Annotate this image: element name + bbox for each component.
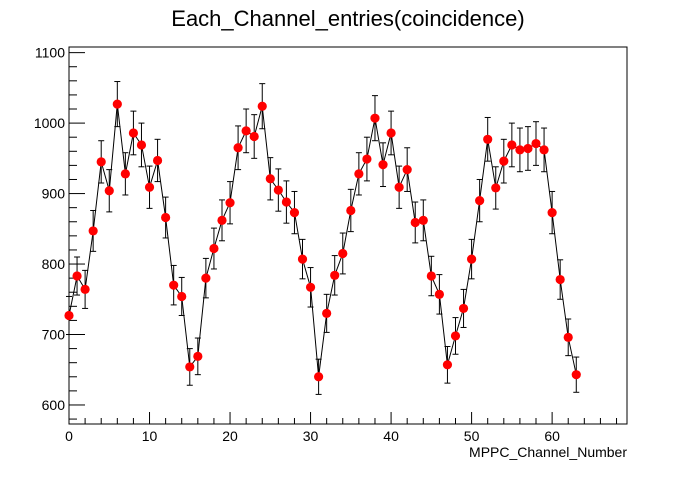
- data-point: [418, 215, 428, 225]
- data-point: [201, 273, 211, 283]
- data-point: [523, 143, 533, 154]
- x-tick-label: 50: [464, 428, 480, 444]
- data-point: [362, 154, 372, 164]
- x-axis: 0 10 20 30 40 50 60: [65, 412, 618, 444]
- data-point: [475, 196, 485, 206]
- data-point: [257, 101, 267, 111]
- data-point: [322, 308, 332, 318]
- data-point: [354, 169, 364, 179]
- data-point: [330, 270, 340, 280]
- data-point: [289, 207, 300, 218]
- data-point: [402, 165, 412, 175]
- data-point: [571, 370, 581, 380]
- data-point: [386, 128, 396, 138]
- data-point: [161, 212, 171, 223]
- data-point: [346, 205, 356, 216]
- data-point: [128, 128, 139, 138]
- data-point: [491, 183, 501, 193]
- x-tick-label: 20: [222, 428, 238, 444]
- data-points: [64, 99, 581, 382]
- data-point: [531, 138, 541, 149]
- data-point: [539, 145, 549, 155]
- data-point: [297, 254, 308, 264]
- data-point: [442, 360, 453, 370]
- data-point: [136, 140, 147, 150]
- data-point: [241, 126, 251, 136]
- data-point: [249, 131, 259, 142]
- data-point: [72, 271, 82, 281]
- data-point: [88, 226, 98, 236]
- data-point: [96, 157, 106, 167]
- y-tick-label: 700: [42, 327, 66, 343]
- x-tick-label: 40: [383, 428, 399, 444]
- data-point: [80, 284, 90, 295]
- data-point: [394, 182, 404, 192]
- data-point: [177, 291, 187, 302]
- x-tick-label: 0: [65, 428, 73, 444]
- data-point: [209, 243, 219, 254]
- data-point: [466, 254, 477, 264]
- data-point: [233, 143, 243, 153]
- data-point: [152, 155, 163, 166]
- chart-title: Each_Channel_entries(coincidence): [171, 6, 524, 31]
- data-point: [64, 310, 74, 321]
- y-tick-label: 600: [42, 397, 66, 413]
- data-point: [410, 217, 420, 228]
- data-point: [265, 174, 275, 184]
- data-point: [450, 331, 461, 341]
- data-point: [273, 185, 283, 195]
- data-point: [370, 113, 380, 123]
- data-point: [112, 99, 122, 109]
- y-tick-label: 1100: [35, 45, 65, 61]
- plot-frame: [68, 46, 628, 425]
- data-point: [434, 289, 444, 299]
- data-point: [305, 282, 316, 292]
- y-axis: 600 700 800 900 1000 1100: [34, 45, 85, 420]
- x-tick-label: 10: [142, 428, 158, 444]
- data-point: [314, 372, 324, 382]
- data-point: [515, 145, 525, 155]
- data-point: [104, 186, 114, 196]
- data-point: [185, 362, 195, 372]
- data-point: [120, 169, 130, 179]
- x-axis-label: MPPC_Channel_Number: [469, 444, 627, 460]
- y-tick-label: 900: [42, 186, 66, 202]
- data-point: [193, 351, 203, 361]
- series-line: [68, 104, 577, 377]
- data-point: [281, 197, 292, 207]
- data-point: [378, 160, 388, 170]
- data-point: [499, 156, 509, 166]
- x-tick-label: 60: [544, 428, 560, 444]
- data-point: [426, 271, 436, 281]
- y-tick-label: 800: [42, 256, 66, 272]
- data-point: [507, 140, 517, 150]
- data-point: [483, 134, 493, 144]
- data-point: [458, 303, 469, 314]
- x-tick-label: 30: [303, 428, 319, 444]
- data-point: [547, 207, 557, 218]
- data-point: [169, 280, 179, 290]
- data-point: [338, 248, 348, 259]
- data-point: [555, 274, 565, 285]
- data-point: [563, 332, 573, 342]
- data-point: [225, 198, 235, 208]
- data-point: [144, 182, 155, 192]
- data-point: [217, 215, 227, 225]
- y-tick-label: 1000: [34, 115, 65, 131]
